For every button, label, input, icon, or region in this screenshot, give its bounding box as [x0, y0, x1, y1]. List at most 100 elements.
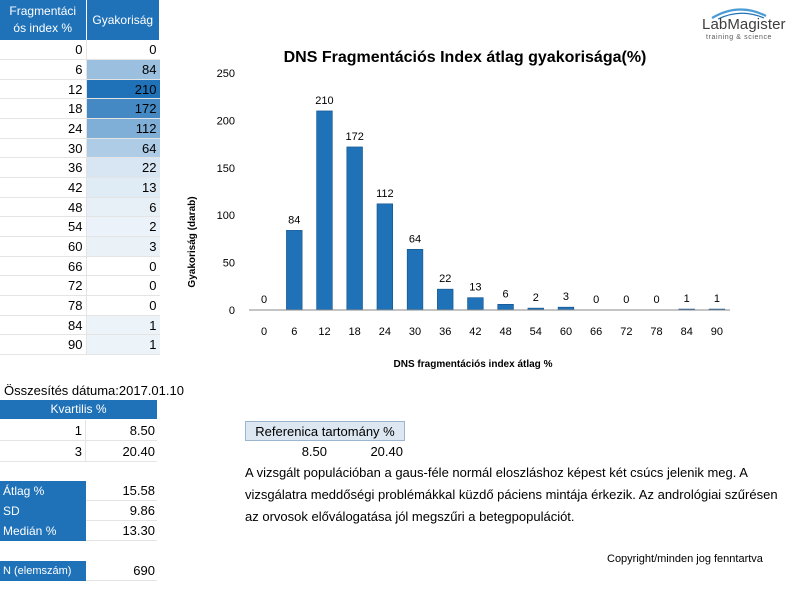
y-tick-label: 250: [217, 68, 235, 80]
index-cell: 90: [0, 334, 87, 355]
bar-data-label: 1: [684, 293, 690, 305]
frequency-cell: 6: [86, 197, 160, 218]
frequency-cell: 112: [86, 118, 160, 139]
x-tick-label: 90: [711, 326, 723, 338]
summary-date: Összesítés dátuma:2017.01.10: [4, 383, 184, 398]
x-tick-label: 66: [590, 326, 602, 338]
description-text: A vizsgált populációban a gaus-féle norm…: [245, 465, 778, 524]
bar: [346, 146, 363, 311]
frequency-cell: 13: [86, 177, 160, 198]
bar-data-label: 172: [345, 131, 363, 143]
quartile-header: Kvartilis %: [0, 400, 157, 419]
y-axis-ticks: 0 50 100 150 200 250: [217, 68, 235, 317]
bar-data-label: 0: [623, 294, 629, 306]
table-row: 54 2: [0, 216, 160, 238]
logo-brand-text: LabMagister: [702, 16, 786, 33]
x-tick-label: 36: [439, 326, 451, 338]
table-row: 72 0: [0, 275, 160, 297]
x-axis-ticks: 0 6 12 18 24 30 36 42 48 54 60 66 72 78 84 90: [261, 326, 723, 338]
frequency-bar-chart: DNS Fragmentációs Index átlag gyakoriság…: [187, 49, 730, 370]
stat-row-median: Medián % 13.30: [0, 521, 157, 541]
n-label: N (elemszám): [0, 561, 86, 581]
frequency-table: Fragmentáci ós index % Gyakoriság 0 0 6 84 1…: [0, 0, 160, 355]
stat-row-mean: Átlag % 15.58: [0, 481, 157, 501]
bar-data-label: 3: [563, 291, 569, 303]
index-cell: 54: [0, 216, 87, 238]
stat-row-sd: SD 9.86: [0, 501, 157, 521]
index-cell: 72: [0, 275, 87, 297]
n-value: 690: [133, 563, 155, 578]
x-tick-label: 84: [681, 326, 693, 338]
bar: [376, 203, 393, 311]
x-tick-label: 42: [469, 326, 481, 338]
bar-data-label: 6: [503, 288, 509, 300]
quartile-key: 1: [0, 420, 86, 441]
table-row: 12 210: [0, 79, 160, 100]
bar-data-label: 112: [376, 188, 394, 200]
table-row: 90 1: [0, 334, 160, 355]
frequency-cell: 2: [86, 216, 160, 238]
bar-data-label: 64: [409, 233, 421, 245]
table-row: 48 6: [0, 197, 160, 218]
index-cell: 30: [0, 138, 87, 159]
reference-range-high: 20.40: [370, 444, 403, 459]
bar-data-label: 0: [653, 294, 659, 306]
stat-value: 15.58: [122, 483, 155, 498]
table-row: 24 112: [0, 118, 160, 139]
frequency-cell: 0: [86, 295, 160, 316]
frequency-cell: 0: [86, 275, 160, 297]
bar: [406, 249, 424, 311]
x-tick-label: 60: [560, 326, 572, 338]
quartile-row: 1 8.50: [0, 420, 157, 441]
index-cell: 24: [0, 118, 87, 139]
x-tick-label: 12: [318, 326, 330, 338]
frequency-cell: 84: [86, 59, 160, 80]
bar-data-label: 0: [261, 294, 267, 306]
index-cell: 60: [0, 236, 87, 257]
table-row: 42 13: [0, 177, 160, 198]
header-frequency: Gyakoriság: [86, 0, 160, 40]
frequency-cell: 3: [86, 236, 160, 257]
index-cell: 18: [0, 98, 87, 120]
reference-range-header: Referenica tartomány %: [245, 421, 405, 441]
table-row: 36 22: [0, 157, 160, 179]
y-tick-label: 200: [217, 115, 235, 127]
bars-group: 0 84 210 172 112 64 22 13 6 2 3 0 0 0 1 1: [261, 95, 726, 311]
frequency-cell: 64: [86, 138, 160, 159]
y-tick-label: 100: [217, 210, 235, 222]
x-tick-label: 54: [530, 326, 542, 338]
bar: [467, 297, 484, 311]
x-tick-label: 48: [499, 326, 511, 338]
bar-data-label: 1: [714, 293, 720, 305]
y-tick-label: 150: [217, 163, 235, 175]
stat-label: Átlag %: [0, 481, 86, 501]
table-header-row: Fragmentáci ós index % Gyakoriság: [0, 0, 160, 40]
bar-data-label: 0: [593, 294, 599, 306]
logo-tagline: training & science: [706, 34, 773, 41]
logo-arc-icon: [711, 8, 767, 20]
table-row: 6 84: [0, 59, 160, 80]
frequency-cell: 172: [86, 98, 160, 120]
stat-value: 9.86: [129, 503, 155, 518]
bar-data-label: 2: [533, 292, 539, 304]
stat-value: 13.30: [122, 523, 155, 538]
x-axis-label: DNS fragmentációs index átlag %: [394, 359, 553, 370]
index-cell: 78: [0, 295, 87, 316]
frequency-cell: 210: [86, 79, 160, 100]
bar-data-label: 13: [469, 282, 481, 294]
bar: [497, 304, 514, 311]
table-row: 66 0: [0, 256, 160, 277]
frequency-cell: 0: [86, 40, 160, 61]
table-row: 84 1: [0, 315, 160, 336]
index-cell: 36: [0, 157, 87, 179]
index-cell: 12: [0, 79, 87, 100]
index-cell: 66: [0, 256, 87, 277]
header-fragmentation-index: Fragmentáci ós index %: [0, 0, 87, 40]
bar: [286, 230, 303, 311]
copyright-text: Copyright/minden jog fenntartva: [607, 553, 763, 565]
table-row: 60 3: [0, 236, 160, 257]
table-row: 30 64: [0, 138, 160, 159]
quartile-value: 8.50: [129, 423, 155, 438]
y-tick-label: 50: [223, 258, 235, 270]
